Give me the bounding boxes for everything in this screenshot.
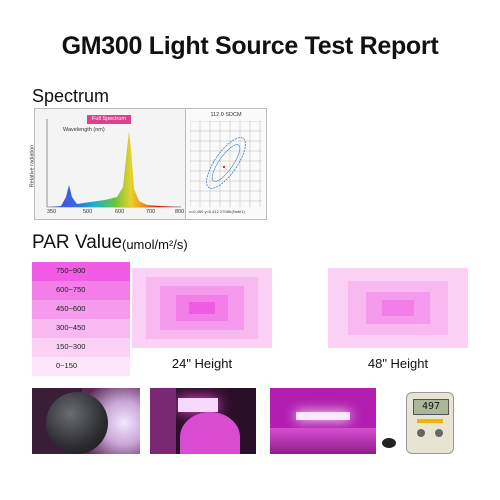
legend-swatch (32, 319, 130, 338)
par-legend-row: 300~450 (32, 319, 130, 338)
par-heading: PAR Value (32, 232, 123, 253)
spectrum-chart: Full Spectrum Wavelength (nm) Relative r… (29, 108, 186, 220)
spectrum-chart-title-badge: Full Spectrum (87, 115, 131, 124)
par-meter-device: 497 (406, 392, 454, 454)
legend-label: 300~450 (56, 323, 86, 332)
legend-swatch (32, 262, 130, 281)
legend-label: 0~150 (56, 361, 78, 370)
par-legend-row: 150~300 (32, 338, 130, 357)
x-tick: 700 (146, 209, 156, 215)
x-tick: 800 (175, 209, 185, 215)
legend-swatch (32, 300, 130, 319)
legend-swatch (32, 357, 130, 376)
x-tick: 350 (47, 209, 57, 215)
photo-grow-tent-side (150, 388, 256, 454)
par-unit: (umol/m²/s) (122, 237, 188, 252)
par-legend-row: 450~600 (32, 300, 130, 319)
photo-grow-tent-plants (270, 388, 376, 454)
cie-title: 112.0 SDCM (210, 112, 242, 118)
par-legend-row: 600~750 (32, 281, 130, 300)
par-map-48in-caption: 48" Height (367, 356, 429, 371)
legend-label: 750~900 (56, 266, 86, 275)
spectrum-curve (46, 119, 181, 208)
photo-par-meter: 497 (380, 388, 490, 454)
par-legend-row: 750~900 (32, 262, 130, 281)
legend-swatch (32, 338, 130, 357)
x-tick: 600 (115, 209, 125, 215)
par-map-24in (132, 268, 272, 348)
cie-chart: 112.0 SDCM x=0.450 y=0.412 2708K(Note1) (185, 108, 267, 220)
par-map-24in-caption: 24" Height (171, 356, 233, 371)
photo-integrating-sphere (32, 388, 140, 454)
spectrum-chart-title: Full Spectrum (92, 116, 126, 122)
cie-note: x=0.450 y=0.412 2708K(Note1) (189, 209, 245, 214)
par-map-48in (328, 268, 468, 348)
par-sensor (382, 438, 396, 448)
report-title: GM300 Light Source Test Report (61, 32, 439, 60)
legend-label: 150~300 (56, 342, 86, 351)
x-tick: 500 (83, 209, 93, 215)
legend-swatch (32, 281, 130, 300)
spectrum-xlabel: Wavelength (nm) (63, 127, 105, 133)
cie-grid (190, 121, 262, 207)
legend-label: 450~600 (56, 304, 86, 313)
spectrum-heading: Spectrum (32, 86, 110, 106)
par-legend-row: 0~150 (32, 357, 130, 376)
par-meter-display: 497 (413, 399, 449, 415)
legend-label: 600~750 (56, 285, 86, 294)
